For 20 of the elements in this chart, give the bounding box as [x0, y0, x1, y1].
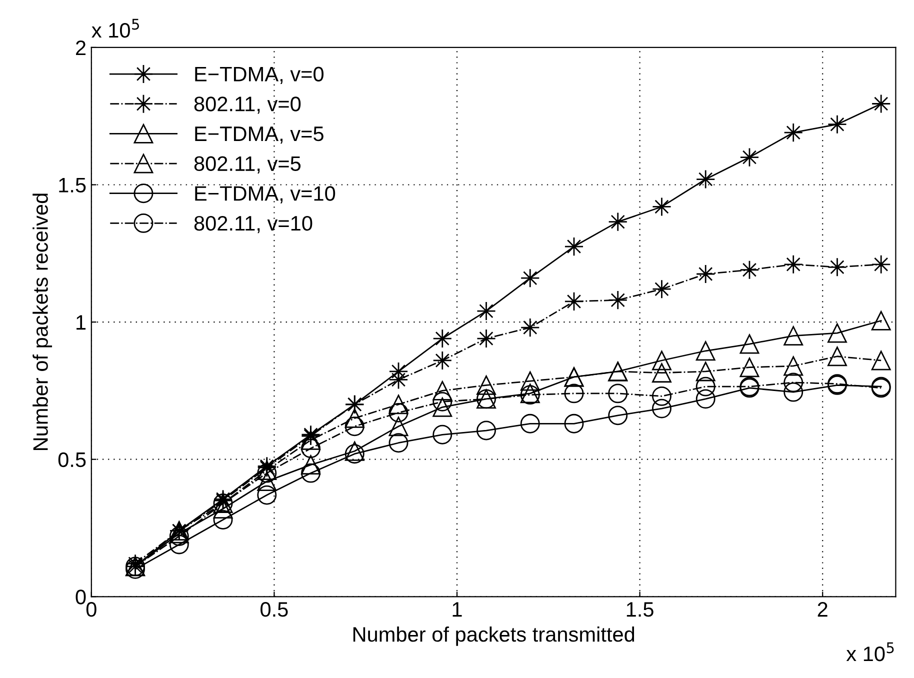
- x-tick-label: 2: [818, 602, 828, 617]
- text: x 10$^{5}$: [92, 18, 139, 38]
- legend-label: 802.11, v=0: [194, 96, 301, 114]
- x-axis-title: Number of packets transmitted: [353, 626, 634, 646]
- x-tick-label: 1.5: [626, 602, 654, 617]
- y-axis-title: Number of packets received: [32, 194, 52, 450]
- y-tick-label: 0.5: [58, 452, 86, 468]
- y-tick-label: 1.5: [59, 178, 86, 193]
- text: x 10$^{5}$: [846, 642, 894, 662]
- x-tick-label: 0.5: [260, 602, 288, 617]
- legend-label: E−TDMA, v=10: [195, 186, 336, 204]
- legend-label: 802.11, v=10: [194, 216, 312, 234]
- x-tick-label: 0: [86, 602, 96, 617]
- y-tick-label: 2: [76, 40, 86, 56]
- x-tick-label: 1: [452, 602, 462, 617]
- y-tick-label: 1: [76, 315, 86, 330]
- y-tick-label: 0: [76, 590, 86, 604]
- legend-label: E−TDMA, v=0: [195, 66, 324, 84]
- legend-label: E−TDMA, v=5: [195, 126, 324, 144]
- legend-label: 802.11, v=5: [194, 156, 301, 174]
